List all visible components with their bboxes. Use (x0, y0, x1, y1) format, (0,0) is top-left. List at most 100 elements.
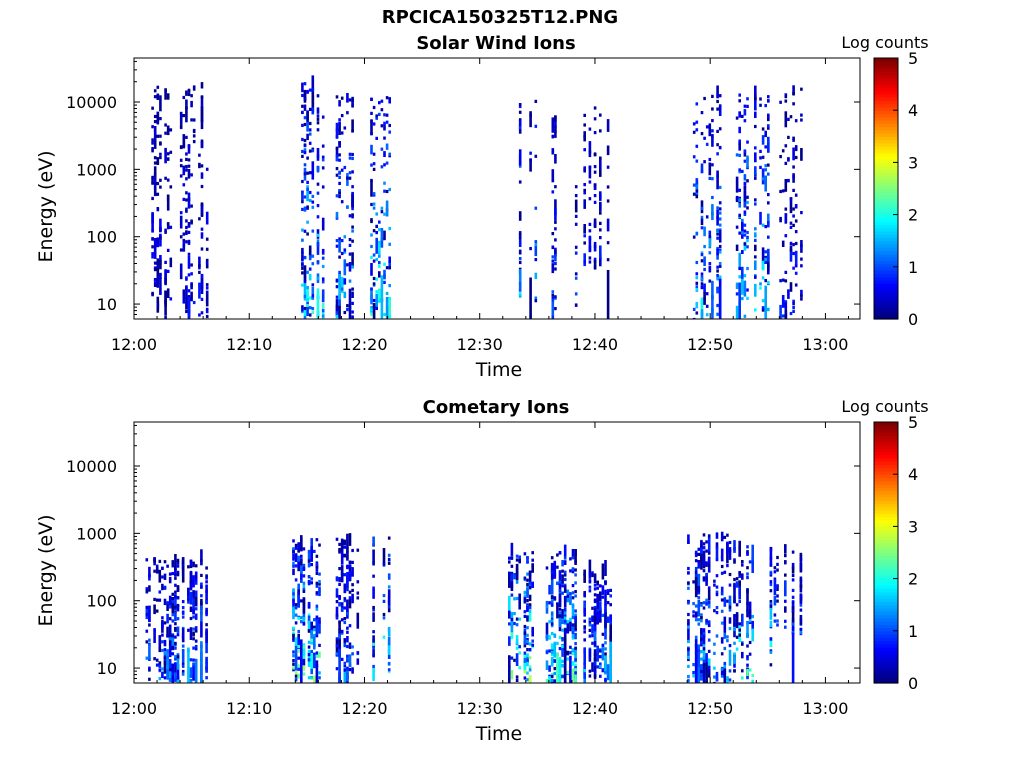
heatmap-cell (794, 219, 798, 223)
heatmap-cell (166, 655, 169, 660)
heatmap-cell (700, 163, 704, 174)
heatmap-cell (346, 630, 349, 634)
heatmap-cell (518, 251, 522, 255)
heatmap-cell (300, 620, 303, 624)
heatmap-cell (372, 608, 375, 612)
heatmap-cell (346, 555, 349, 559)
heatmap-cell (526, 648, 529, 652)
heatmap-cell (784, 606, 787, 613)
heatmap-cell (545, 622, 549, 639)
heatmap-cell (372, 649, 375, 656)
heatmap-cell (145, 605, 149, 609)
heatmap-cell (735, 581, 739, 588)
heatmap-cell (313, 625, 316, 629)
heatmap-cell (187, 222, 191, 226)
heatmap-cell (306, 133, 309, 141)
heatmap-cell (583, 166, 586, 170)
heatmap-cell (156, 240, 160, 244)
heatmap-cell (700, 628, 703, 632)
heatmap-cell (375, 114, 378, 118)
heatmap-cell (702, 631, 706, 636)
heatmap-cell (593, 657, 597, 661)
heatmap-cell (181, 610, 185, 614)
heatmap-cell (378, 220, 381, 224)
heatmap-cell (375, 212, 378, 216)
heatmap-cell (153, 604, 156, 615)
heatmap-cell (735, 225, 739, 229)
heatmap-cell (310, 641, 313, 645)
heatmap-cell (151, 212, 154, 216)
heatmap-cell (523, 657, 527, 662)
heatmap-cell (800, 257, 803, 261)
heatmap-cell (735, 116, 739, 120)
heatmap-cell (773, 577, 777, 581)
colorbar-label: Log counts (841, 397, 928, 416)
heatmap-cell (508, 610, 511, 614)
heatmap-cell (700, 253, 704, 257)
heatmap-cell (297, 636, 300, 650)
heatmap-cell (735, 603, 739, 607)
heatmap-cell (687, 674, 690, 679)
heatmap-cell (735, 292, 739, 296)
y-tick-label: 10000 (66, 93, 117, 112)
heatmap-cell (335, 95, 339, 99)
heatmap-cell (707, 665, 711, 669)
heatmap-cell (534, 154, 538, 158)
heatmap-cell (574, 303, 578, 307)
heatmap-cell (346, 612, 349, 616)
heatmap-cell (728, 572, 732, 577)
heatmap-cell (321, 115, 325, 119)
heatmap-cell (604, 623, 607, 640)
colorbar-step (874, 113, 898, 118)
heatmap-cell (791, 632, 795, 683)
heatmap-cell (791, 562, 795, 567)
heatmap-cell (375, 277, 378, 281)
heatmap-cell (294, 603, 298, 607)
heatmap-cell (604, 655, 607, 672)
heatmap-cell (308, 296, 312, 300)
heatmap-cell (558, 551, 562, 555)
heatmap-cell (767, 95, 770, 99)
heatmap-cell (318, 543, 321, 547)
heatmap-cell (588, 235, 592, 239)
heatmap-cell (159, 95, 162, 112)
heatmap-cell (318, 643, 321, 647)
heatmap-cell (155, 658, 159, 662)
heatmap-cell (335, 308, 339, 312)
heatmap-cell (343, 539, 347, 543)
heatmap-cell (192, 85, 196, 89)
colorbar-step (874, 673, 898, 678)
heatmap-cell (383, 151, 386, 155)
colorbar-step (874, 542, 898, 547)
heatmap-cell (716, 152, 719, 156)
heatmap-cell (518, 211, 522, 221)
heatmap-cell (370, 144, 373, 155)
x-tick-label: 12:40 (572, 699, 618, 718)
heatmap-cell (318, 572, 321, 576)
colorbar-step (874, 464, 898, 469)
heatmap-cell (566, 650, 570, 654)
heatmap-cell (192, 627, 195, 631)
heatmap-cell (338, 237, 341, 241)
heatmap-cell (176, 561, 180, 565)
heatmap-cell (794, 283, 798, 287)
heatmap-cell (166, 649, 169, 653)
heatmap-cell (163, 639, 167, 647)
heatmap-cell (528, 675, 532, 683)
heatmap-cell (351, 652, 354, 656)
heatmap-cell (301, 179, 304, 184)
heatmap-cell (703, 267, 706, 272)
heatmap-cell (558, 611, 562, 628)
heatmap-cell (194, 590, 198, 607)
heatmap-cell (599, 129, 602, 133)
heatmap-cell (529, 277, 532, 319)
heatmap-cell (185, 207, 188, 211)
heatmap-cell (799, 627, 803, 631)
heatmap-cell (179, 145, 183, 150)
heatmap-cell (741, 560, 744, 564)
heatmap-cell (156, 157, 160, 164)
heatmap-cell (746, 179, 749, 183)
heatmap-cell (310, 577, 313, 581)
heatmap-cell (185, 92, 188, 96)
heatmap-cell (311, 310, 315, 315)
